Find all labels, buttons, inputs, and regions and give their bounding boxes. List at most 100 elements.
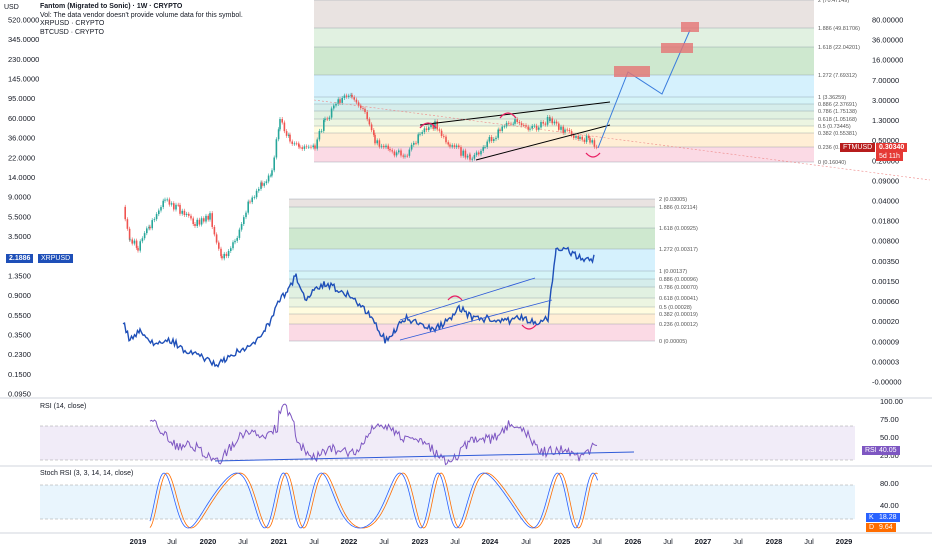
ftm-candle [523,125,525,126]
ftm-candle [188,213,190,216]
xrp-channel-bottom [399,299,553,341]
ftm-candle [568,129,571,132]
ftm-candle [205,215,207,222]
x-tick-label: 2025 [554,537,571,546]
ftm-candle [179,204,181,214]
fib-level-label: 0 (0.16040) [818,160,846,166]
ftm-candle [265,181,268,184]
overlay-xrp[interactable]: XRPUSD · CRYPTO [40,20,105,28]
right-tick-label: 1.30000 [872,116,899,125]
ftm-arc-3 [585,152,601,158]
ftm-candle [589,138,591,143]
ftm-candle [289,134,291,142]
ftm-candle [196,219,198,227]
left-tick-label: 145.0000 [8,75,39,84]
ftm-countdown-badge: 5d 11h [876,152,903,161]
ftm-candle [455,145,458,147]
fib-level-label: 0.5 (0.73445) [818,124,851,130]
rsi-band [40,426,855,460]
ftm-candle [378,140,381,147]
fib-zone-lower [289,271,655,279]
ftm-candle [471,158,473,160]
ftm-candle [400,150,402,156]
ftm-candle [516,119,518,122]
ftm-candle [168,199,171,205]
fib-zone-upper [314,133,814,147]
ftm-candle [351,94,353,98]
ftm-candle [225,253,228,257]
ftm-candle [355,99,358,103]
ftm-candle [162,200,164,208]
xrp-price-line [122,246,595,368]
x-tick-label: Jul [663,537,673,546]
ftm-candle [493,139,495,142]
ftm-candle [406,155,408,157]
ftm-candle [183,210,186,216]
ftm-candle [164,199,166,201]
rsi-title[interactable]: RSI (14, close) [40,403,87,410]
ftm-candle [430,124,432,128]
left-tick-label: 60.0000 [8,114,35,123]
ftm-candle [588,135,590,139]
fib-level-label: 0.382 (0.00019) [659,312,698,318]
ftm-candle [341,97,343,103]
ftm-candle [223,253,225,259]
ftm-candle [261,182,263,186]
ftm-candle [560,126,562,130]
ftm-candle [126,219,129,229]
x-tick-label: Jul [733,537,743,546]
rsi-trendline [214,451,635,462]
ftm-candle [495,137,497,140]
ftm-candle [383,145,385,148]
stoch-k-label: K [866,513,877,522]
fib-level-label: 0.786 (1.75138) [818,109,857,115]
ftm-candle [510,123,512,125]
ftm-candle [544,123,547,125]
fib-zone-lower [289,298,655,307]
ftm-candle [185,213,188,216]
left-tick-label: 230.0000 [8,55,39,64]
right-tick-label: 16.00000 [872,56,903,65]
ftm-candle [518,121,521,124]
ftm-candle [533,125,536,127]
ftm-candle [288,134,290,136]
ftm-candle [267,175,270,182]
x-tick-label: 2019 [130,537,147,546]
ftm-candle [357,102,360,106]
ftm-candle [585,135,588,142]
ftm-dashed-trend [313,99,931,181]
left-tick-label: 0.3500 [8,330,31,339]
ftm-candle [277,129,280,140]
ftm-candle [251,197,253,203]
ftm-candle [376,140,378,144]
ftm-candle [139,241,141,251]
ftm-candle [551,118,553,124]
ftm-candle [194,224,196,227]
fib-zone-upper [314,111,814,119]
ftm-candle [458,145,460,148]
fib-level-label: 1 (3.36259) [818,95,846,101]
ftm-candle [218,242,220,249]
right-tick-label: 0.01800 [872,217,899,226]
ftm-candle [423,128,426,133]
right-tick-label: 0.04000 [872,197,899,206]
ftm-candle [462,150,464,156]
stoch-k-value: 18.28 [876,513,900,522]
x-tick-label: Jul [379,537,389,546]
ftm-candle [192,218,194,225]
xrp-name-badge: XRPUSD [38,254,74,263]
symbol-title[interactable]: Fantom (Migrated to Sonic) · 1W · CRYPTO [40,3,183,10]
fib-zone-lower [289,287,655,298]
fib-level-label: 2 (70.47149) [818,0,849,4]
ftm-candle [293,143,296,145]
ftm-candle [170,203,173,205]
ftm-candle [320,130,323,132]
overlay-btc[interactable]: BTCUSD · CRYPTO [40,28,104,36]
stoch-title[interactable]: Stoch RSI (3, 3, 14, 14, close) [40,470,134,477]
ftm-candle [312,145,314,148]
ftm-candle [564,129,566,133]
stoch-k-line [149,472,598,529]
ftm-candle [245,212,247,218]
volume-note: Vol: The data vendor doesn't provide vol… [40,11,243,19]
ftm-candle [303,146,306,149]
